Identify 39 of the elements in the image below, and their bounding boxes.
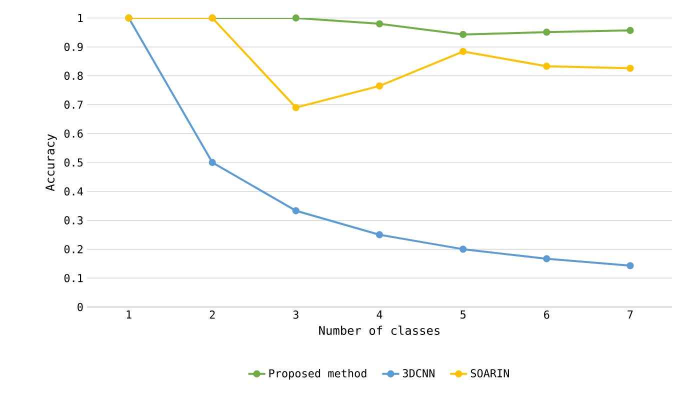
y-tick-label: 0.6 — [64, 129, 83, 138]
point — [459, 246, 467, 253]
y-tick-label: 0.2 — [64, 245, 83, 254]
point — [292, 207, 300, 214]
point — [376, 82, 384, 90]
y-tick-label: 1 — [78, 14, 83, 22]
point — [543, 255, 550, 262]
y-tick-label: 0.1 — [64, 274, 83, 282]
legend-label: Proposed method — [269, 368, 366, 380]
x-tick-label: 3 — [293, 310, 298, 319]
x-axis-title: Number of classes — [319, 326, 440, 335]
y-tick-label: 0.4 — [64, 187, 83, 196]
point — [292, 14, 300, 22]
y-tick-label: 0.7 — [64, 100, 83, 109]
legend-label: SOARIN — [470, 369, 509, 378]
point — [626, 64, 634, 72]
point — [459, 30, 467, 38]
y-tick-label: 0.9 — [64, 42, 83, 52]
point — [208, 158, 216, 166]
x-tick-label: 5 — [460, 310, 466, 319]
x-tick-label: 4 — [376, 310, 382, 319]
legend-label: 3DCNN — [402, 369, 434, 378]
x-tick-label: 7 — [628, 310, 633, 319]
point — [626, 262, 634, 270]
point — [626, 26, 634, 34]
point — [376, 20, 384, 28]
x-tick-label: 1 — [126, 310, 132, 319]
point — [376, 231, 384, 238]
y-tick-label: 0.3 — [64, 216, 83, 224]
x-tick-label: 2 — [210, 310, 215, 319]
point — [543, 62, 550, 70]
y-tick-label: 0 — [78, 302, 83, 312]
point — [543, 28, 550, 36]
y-tick-label: 0.8 — [64, 72, 83, 80]
y-tick-label: 0.5 — [64, 158, 83, 167]
x-tick-label: 6 — [544, 310, 550, 319]
point — [292, 104, 300, 112]
point — [459, 48, 467, 56]
y-axis-title: Accuracy — [46, 134, 57, 192]
